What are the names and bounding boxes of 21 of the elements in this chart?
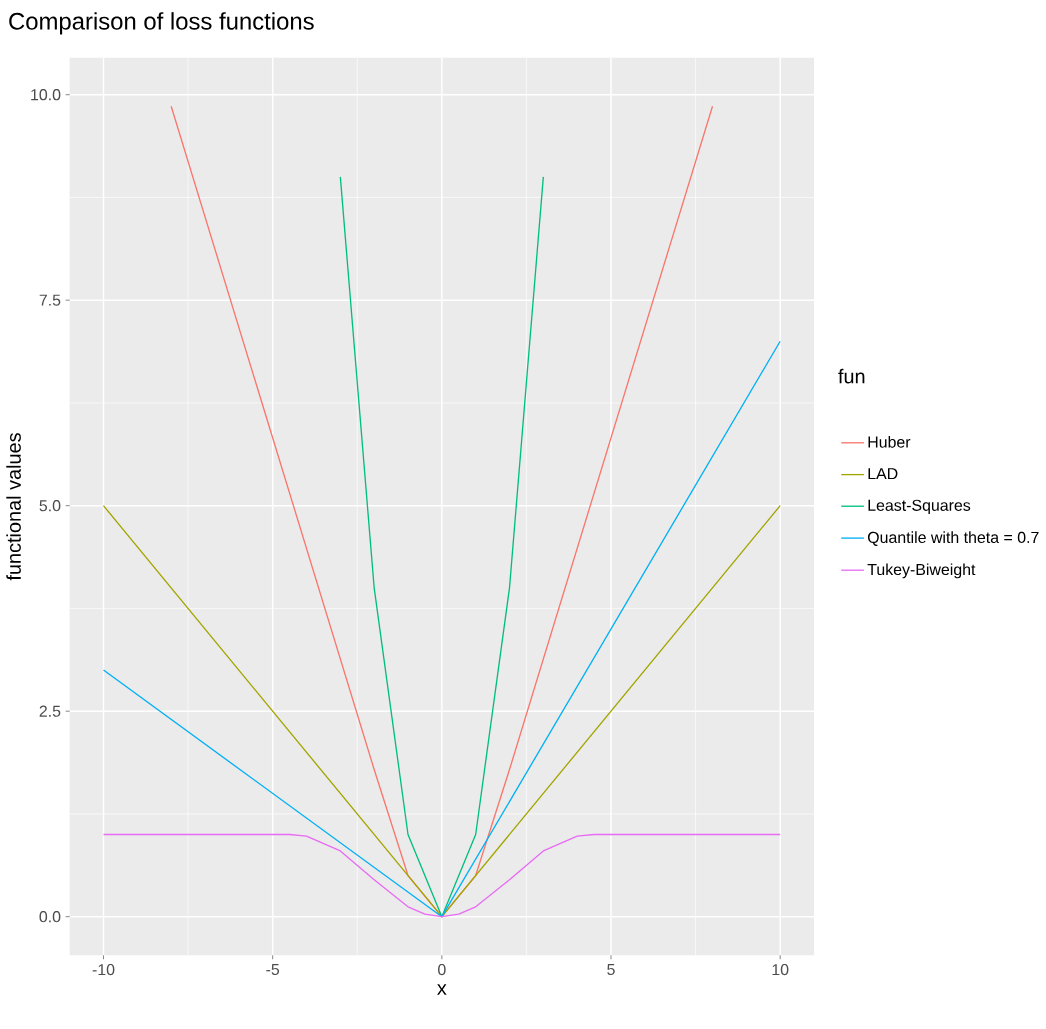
x-tick-label: -10 [92, 964, 115, 976]
y-tick-label: 5.0 [39, 500, 61, 512]
legend-label: Huber [868, 436, 911, 448]
x-tick-label: 10 [772, 964, 789, 976]
legend-label: Least-Squares [868, 499, 971, 515]
y-axis-title: functional values [6, 433, 21, 581]
y-tick-label: 2.5 [39, 705, 61, 717]
y-tick-label: 0.0 [39, 911, 61, 923]
chart-title: Comparison of loss functions [9, 12, 314, 35]
y-tick-label: 10.0 [31, 89, 61, 101]
x-tick-label: -5 [266, 964, 280, 976]
legend-label: Quantile with theta = 0.7 [867, 531, 1039, 546]
legend-label: LAD [868, 468, 898, 480]
y-tick-label: 7.5 [39, 294, 61, 306]
line-series [339, 176, 545, 918]
x-tick-label: 0 [438, 964, 446, 976]
legend-title: fun [838, 368, 865, 384]
legend-label: Tukey-Biweight [867, 563, 976, 579]
x-tick-label: 5 [607, 964, 615, 976]
x-axis-title: x [437, 984, 447, 995]
line-series [102, 833, 781, 918]
